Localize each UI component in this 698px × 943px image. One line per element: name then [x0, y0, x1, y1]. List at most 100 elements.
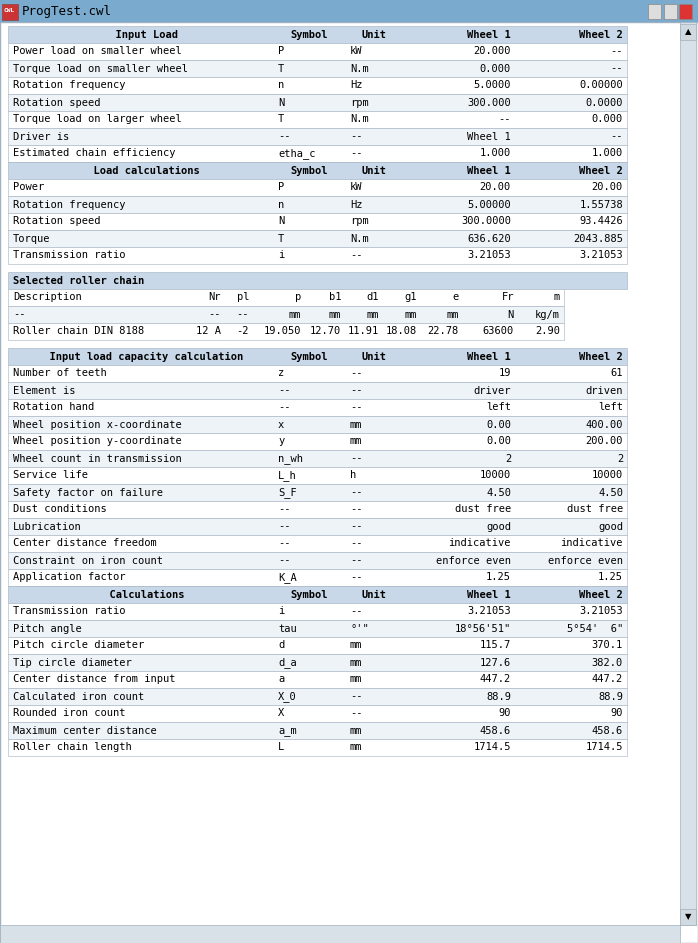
Bar — [8, 637, 627, 654]
Text: d_a: d_a — [278, 657, 297, 668]
Text: h: h — [350, 471, 356, 481]
Bar — [8, 552, 627, 569]
Text: i: i — [278, 251, 284, 260]
Text: mm: mm — [329, 309, 341, 320]
Text: 88.9: 88.9 — [486, 691, 511, 702]
Text: Load calculations: Load calculations — [81, 166, 200, 175]
Text: enforce even: enforce even — [548, 555, 623, 566]
Text: --: -- — [278, 555, 290, 566]
Bar — [664, 4, 677, 19]
Text: --: -- — [350, 572, 362, 583]
Text: n: n — [278, 80, 284, 91]
Text: 20.00: 20.00 — [592, 183, 623, 192]
Text: Rounded iron count: Rounded iron count — [13, 708, 126, 719]
Text: Dust conditions: Dust conditions — [13, 505, 107, 515]
Text: Symbol: Symbol — [290, 589, 328, 600]
Bar — [8, 162, 627, 179]
Text: Constraint on iron count: Constraint on iron count — [13, 555, 163, 566]
Text: --: -- — [278, 131, 290, 141]
Text: d1: d1 — [366, 292, 379, 303]
Bar — [8, 94, 627, 111]
Bar — [8, 247, 627, 264]
Text: mm: mm — [447, 309, 459, 320]
Bar — [8, 179, 627, 196]
Text: 11.91: 11.91 — [348, 326, 379, 337]
Text: Torque: Torque — [13, 234, 50, 243]
Text: Center distance from input: Center distance from input — [13, 674, 175, 685]
Text: Maximum center distance: Maximum center distance — [13, 725, 157, 736]
Text: Transmission ratio: Transmission ratio — [13, 251, 126, 260]
Text: 4.50: 4.50 — [486, 488, 511, 498]
Text: --: -- — [350, 148, 362, 158]
Text: 0.00: 0.00 — [486, 420, 511, 429]
Text: 63600: 63600 — [483, 326, 514, 337]
Text: N.m: N.m — [350, 114, 369, 124]
Text: 90: 90 — [498, 708, 511, 719]
Text: Rotation frequency: Rotation frequency — [13, 200, 126, 209]
Text: ProgTest.cwl: ProgTest.cwl — [22, 5, 112, 18]
Text: good: good — [486, 521, 511, 532]
Text: Torque load on smaller wheel: Torque load on smaller wheel — [13, 63, 188, 74]
Text: 5.0000: 5.0000 — [473, 80, 511, 91]
Text: Unit: Unit — [362, 166, 387, 175]
Bar — [8, 433, 627, 450]
Text: 22.78: 22.78 — [428, 326, 459, 337]
Text: 12.70: 12.70 — [310, 326, 341, 337]
Bar — [8, 128, 627, 145]
Text: Wheel 1: Wheel 1 — [467, 131, 511, 141]
Text: Symbol: Symbol — [290, 352, 328, 361]
Text: Pitch angle: Pitch angle — [13, 623, 82, 634]
Text: N: N — [507, 309, 514, 320]
Text: 458.6: 458.6 — [480, 725, 511, 736]
Bar — [8, 603, 627, 620]
Text: X_0: X_0 — [278, 691, 297, 702]
Text: good: good — [598, 521, 623, 532]
Text: --: -- — [278, 538, 290, 549]
Text: 300.0000: 300.0000 — [461, 217, 511, 226]
Text: Symbol: Symbol — [290, 29, 328, 40]
Text: Application factor: Application factor — [13, 572, 126, 583]
Text: 19.050: 19.050 — [264, 326, 301, 337]
Text: 0.00: 0.00 — [486, 437, 511, 446]
Text: 2: 2 — [617, 454, 623, 464]
Text: kg/m: kg/m — [535, 309, 560, 320]
Text: --: -- — [278, 521, 290, 532]
Text: Unit: Unit — [362, 352, 387, 361]
Text: °'": °'" — [350, 623, 369, 634]
Text: --: -- — [350, 555, 362, 566]
Text: --: -- — [350, 488, 362, 498]
Text: Element is: Element is — [13, 386, 75, 395]
Text: d: d — [278, 640, 284, 651]
Bar — [8, 671, 627, 688]
Bar — [8, 306, 564, 323]
Text: T: T — [278, 114, 284, 124]
Text: indicative: indicative — [449, 538, 511, 549]
Text: --: -- — [350, 131, 362, 141]
Text: n: n — [278, 200, 284, 209]
Bar — [680, 909, 696, 925]
Bar — [680, 24, 696, 40]
Text: --: -- — [350, 538, 362, 549]
Bar — [8, 77, 627, 94]
Text: P: P — [278, 46, 284, 57]
Text: 5.00000: 5.00000 — [467, 200, 511, 209]
Text: 61: 61 — [611, 369, 623, 378]
Text: Wheel position x-coordinate: Wheel position x-coordinate — [13, 420, 181, 429]
Text: mm: mm — [350, 657, 362, 668]
Text: 1714.5: 1714.5 — [473, 742, 511, 753]
Text: kW: kW — [350, 183, 362, 192]
Text: mm: mm — [350, 437, 362, 446]
Text: Description: Description — [13, 292, 82, 303]
Text: 4.50: 4.50 — [598, 488, 623, 498]
Text: --: -- — [350, 369, 362, 378]
Bar — [8, 26, 627, 43]
Bar — [8, 382, 627, 399]
Text: Hz: Hz — [350, 80, 362, 91]
Bar — [8, 43, 627, 60]
Bar — [8, 518, 627, 535]
Text: --: -- — [209, 309, 221, 320]
Text: --: -- — [350, 521, 362, 532]
Text: S_F: S_F — [278, 487, 297, 498]
Text: 127.6: 127.6 — [480, 657, 511, 668]
Bar — [648, 4, 661, 19]
